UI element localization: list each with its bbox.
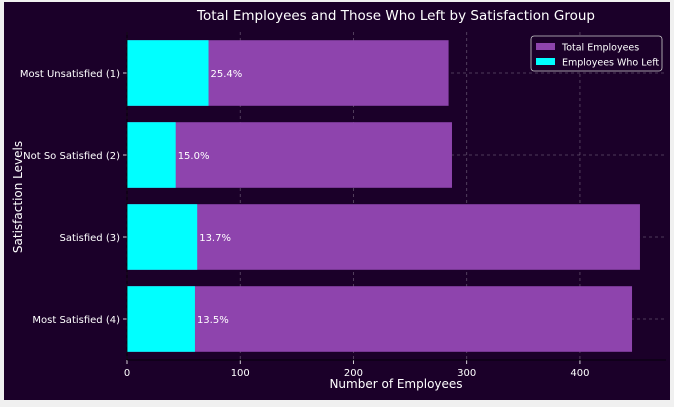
x-tick-label: 300 xyxy=(457,368,476,379)
bar-total-employees xyxy=(127,204,640,270)
bar-chart: Total Employees and Those Who Left by Sa… xyxy=(11,8,666,391)
bar-total-employees xyxy=(127,122,452,188)
legend-label: Total Employees xyxy=(561,43,639,54)
bar-employees-who-left xyxy=(127,204,198,270)
x-tick-label: 100 xyxy=(231,368,250,379)
legend-label: Employees Who Left xyxy=(562,58,659,69)
legend-box xyxy=(530,35,663,72)
x-tick-label: 400 xyxy=(570,368,589,379)
bar-employees-who-left xyxy=(127,286,195,352)
y-tick-label: Not So Satisfied (2) xyxy=(23,151,120,162)
legend-swatch xyxy=(536,58,555,65)
data-label: 13.5% xyxy=(197,315,229,326)
y-tick-label: Most Unsatisfied (1) xyxy=(20,69,120,80)
y-tick-label: Satisfied (3) xyxy=(59,233,120,244)
legend-swatch xyxy=(536,43,555,50)
data-label: 15.0% xyxy=(178,151,210,162)
data-label: 13.7% xyxy=(199,233,231,244)
x-tick-label: 0 xyxy=(124,368,130,379)
x-axis-label: Number of Employees xyxy=(329,377,462,391)
chart-frame: Total Employees and Those Who Left by Sa… xyxy=(4,2,670,400)
y-axis-label: Satisfaction Levels xyxy=(11,141,25,253)
y-tick-label: Most Satisfied (4) xyxy=(32,315,120,326)
bar-total-employees xyxy=(127,286,633,352)
bar-employees-who-left xyxy=(127,122,176,188)
bar-employees-who-left xyxy=(127,40,209,106)
data-label: 25.4% xyxy=(211,69,243,80)
chart-title: Total Employees and Those Who Left by Sa… xyxy=(196,8,595,24)
legend: Total Employees Employees Who Left xyxy=(530,35,663,72)
x-tick-label: 200 xyxy=(344,368,363,379)
